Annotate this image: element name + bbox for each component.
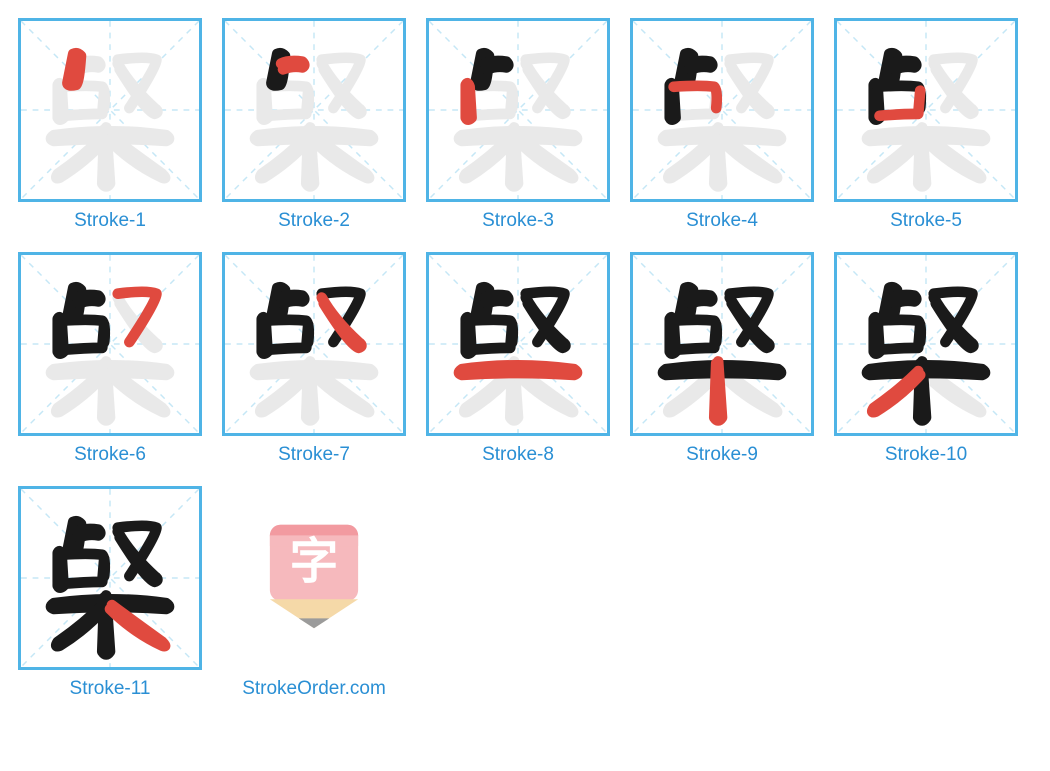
stroke-label-7: Stroke-7 (278, 444, 350, 466)
stroke-cell-4: Stroke-4 (630, 18, 814, 232)
stroke-label-3: Stroke-3 (482, 210, 554, 232)
logo-box: 字 (222, 486, 406, 670)
character-step-8 (429, 255, 607, 433)
stroke-cell-7: Stroke-7 (222, 252, 406, 466)
stroke-box-9 (630, 252, 814, 436)
character-step-3 (429, 21, 607, 199)
character-step-10 (837, 255, 1015, 433)
site-logo: 字 (244, 508, 384, 648)
character-step-7 (225, 255, 403, 433)
stroke-box-3 (426, 18, 610, 202)
stroke-label-10: Stroke-10 (885, 444, 967, 466)
svg-text:字: 字 (290, 535, 339, 589)
stroke-box-8 (426, 252, 610, 436)
character-step-11 (21, 489, 199, 667)
stroke-label-11: Stroke-11 (70, 678, 151, 700)
stroke-cell-2: Stroke-2 (222, 18, 406, 232)
stroke-box-2 (222, 18, 406, 202)
stroke-cell-10: Stroke-10 (834, 252, 1018, 466)
character-step-4 (633, 21, 811, 199)
character-step-2 (225, 21, 403, 199)
character-step-6 (21, 255, 199, 433)
stroke-label-6: Stroke-6 (74, 444, 146, 466)
stroke-box-11 (18, 486, 202, 670)
character-step-5 (837, 21, 1015, 199)
stroke-label-1: Stroke-1 (74, 210, 146, 232)
stroke-cell-8: Stroke-8 (426, 252, 610, 466)
site-label: StrokeOrder.com (242, 678, 386, 700)
character-step-9 (633, 255, 811, 433)
stroke-cell-11: Stroke-11 (18, 486, 202, 700)
stroke-box-5 (834, 18, 1018, 202)
logo-cell: 字 StrokeOrder.com (222, 486, 406, 700)
stroke-box-7 (222, 252, 406, 436)
stroke-cell-3: Stroke-3 (426, 18, 610, 232)
stroke-label-4: Stroke-4 (686, 210, 758, 232)
character-step-1 (21, 21, 199, 199)
stroke-cell-5: Stroke-5 (834, 18, 1018, 232)
stroke-box-1 (18, 18, 202, 202)
stroke-cell-9: Stroke-9 (630, 252, 814, 466)
stroke-box-4 (630, 18, 814, 202)
stroke-label-8: Stroke-8 (482, 444, 554, 466)
stroke-box-10 (834, 252, 1018, 436)
stroke-label-5: Stroke-5 (890, 210, 962, 232)
stroke-label-9: Stroke-9 (686, 444, 758, 466)
stroke-box-6 (18, 252, 202, 436)
stroke-cell-1: Stroke-1 (18, 18, 202, 232)
stroke-label-2: Stroke-2 (278, 210, 350, 232)
stroke-cell-6: Stroke-6 (18, 252, 202, 466)
